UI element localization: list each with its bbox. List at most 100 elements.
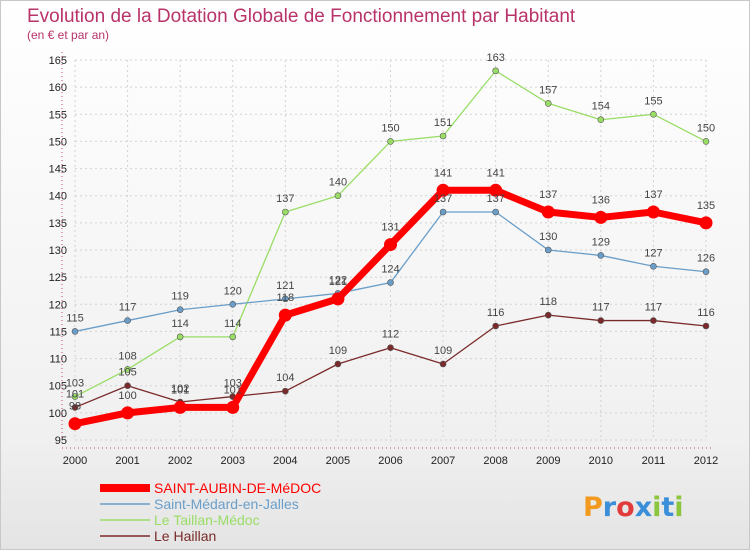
data-label: 104 — [276, 372, 294, 384]
data-label: 157 — [539, 84, 557, 96]
data-point — [650, 110, 657, 118]
data-label: 140 — [329, 177, 347, 189]
data-point — [439, 132, 447, 140]
data-point — [331, 292, 345, 306]
x-tick-label: 2004 — [273, 455, 297, 467]
data-label: 101 — [66, 388, 84, 400]
legend-entry: SAINT-AUBIN-DE-MéDOC — [154, 480, 321, 496]
data-point — [597, 252, 605, 259]
data-point — [544, 246, 552, 254]
data-point — [387, 344, 394, 352]
gridlines — [74, 59, 707, 441]
y-tick-label: 105 — [49, 381, 67, 393]
data-label: 137 — [434, 193, 452, 205]
data-label: 137 — [644, 189, 662, 201]
data-label: 124 — [381, 264, 399, 276]
y-tick-label: 150 — [49, 136, 67, 148]
legend-entry: Le Haillan — [154, 528, 216, 544]
data-label: 118 — [539, 296, 557, 308]
data-point — [439, 360, 447, 368]
data-point — [650, 317, 657, 324]
data-point — [334, 360, 342, 368]
y-tick-label: 100 — [49, 408, 67, 420]
y-tick-label: 115 — [49, 326, 67, 338]
svg-text:Proxiti: Proxiti — [583, 492, 684, 523]
data-label: 151 — [434, 117, 452, 129]
y-tick-label: 125 — [49, 272, 67, 284]
data-point — [121, 406, 135, 420]
data-point — [702, 138, 710, 145]
data-point — [282, 208, 289, 216]
data-label: 136 — [592, 194, 610, 206]
data-label: 103 — [66, 378, 84, 390]
data-point — [278, 308, 292, 322]
data-label: 121 — [276, 280, 294, 292]
x-tick-label: 2011 — [642, 455, 666, 467]
data-point — [594, 210, 608, 224]
data-label: 127 — [644, 247, 662, 259]
data-point — [387, 138, 394, 145]
data-label: 116 — [487, 307, 505, 319]
x-tick-label: 2005 — [326, 455, 350, 467]
data-label: 154 — [592, 101, 610, 113]
data-label: 117 — [645, 302, 663, 314]
y-tick-label: 155 — [49, 109, 67, 121]
data-point — [71, 328, 79, 335]
data-point — [71, 393, 79, 400]
legend: SAINT-AUBIN-DE-MéDOCSaint-Médard-en-Jall… — [100, 480, 321, 544]
data-point — [646, 205, 660, 219]
x-tick-label: 2000 — [63, 455, 87, 467]
data-label: 114 — [224, 318, 242, 330]
x-tick-label: 2002 — [168, 455, 192, 467]
data-label: 155 — [644, 95, 662, 107]
data-label: 101 — [224, 384, 242, 396]
data-point — [597, 116, 605, 124]
data-label: 137 — [276, 193, 294, 205]
data-point — [176, 306, 184, 314]
chart-title: Evolution de la Dotation Globale de Fonc… — [27, 6, 576, 27]
data-point — [699, 216, 713, 230]
data-label: 109 — [434, 345, 452, 357]
y-tick-label: 145 — [49, 164, 67, 176]
data-label: 130 — [539, 231, 557, 243]
y-tick-label: 135 — [49, 218, 67, 230]
data-label: 108 — [118, 350, 136, 362]
data-point — [492, 67, 499, 75]
data-point — [124, 317, 131, 324]
data-point — [384, 238, 397, 252]
data-point — [650, 262, 657, 270]
legend-entry: Le Taillan-Médoc — [154, 512, 260, 528]
data-label: 137 — [486, 193, 504, 205]
data-point — [282, 387, 289, 395]
x-tick-label: 2010 — [589, 455, 613, 467]
x-tick-label: 2003 — [221, 455, 245, 467]
data-label: 121 — [329, 276, 347, 288]
data-label: 117 — [119, 302, 137, 314]
data-point — [229, 300, 237, 308]
data-point — [597, 317, 605, 324]
data-point — [489, 183, 503, 197]
data-label: 163 — [486, 52, 504, 64]
data-label: 103 — [224, 378, 242, 390]
y-tick-label: 165 — [49, 55, 67, 67]
data-label: 122 — [329, 274, 347, 286]
data-label: 150 — [697, 122, 715, 134]
data-label: 98 — [69, 401, 81, 413]
data-label: 115 — [66, 312, 84, 324]
proxiti-logo: Proxiti — [583, 492, 684, 523]
data-label: 126 — [697, 253, 715, 265]
data-label: 102 — [171, 383, 189, 395]
x-tick-label: 2006 — [378, 455, 402, 467]
data-point — [124, 366, 131, 373]
chart-subtitle: (en € et par an) — [27, 28, 109, 42]
data-label: 114 — [171, 318, 189, 330]
y-tick-label: 140 — [49, 191, 67, 203]
data-point — [702, 322, 710, 330]
data-point — [387, 279, 394, 286]
data-point — [492, 322, 499, 330]
data-point — [71, 404, 79, 411]
data-label: 135 — [697, 200, 715, 212]
data-label: 109 — [329, 345, 347, 357]
